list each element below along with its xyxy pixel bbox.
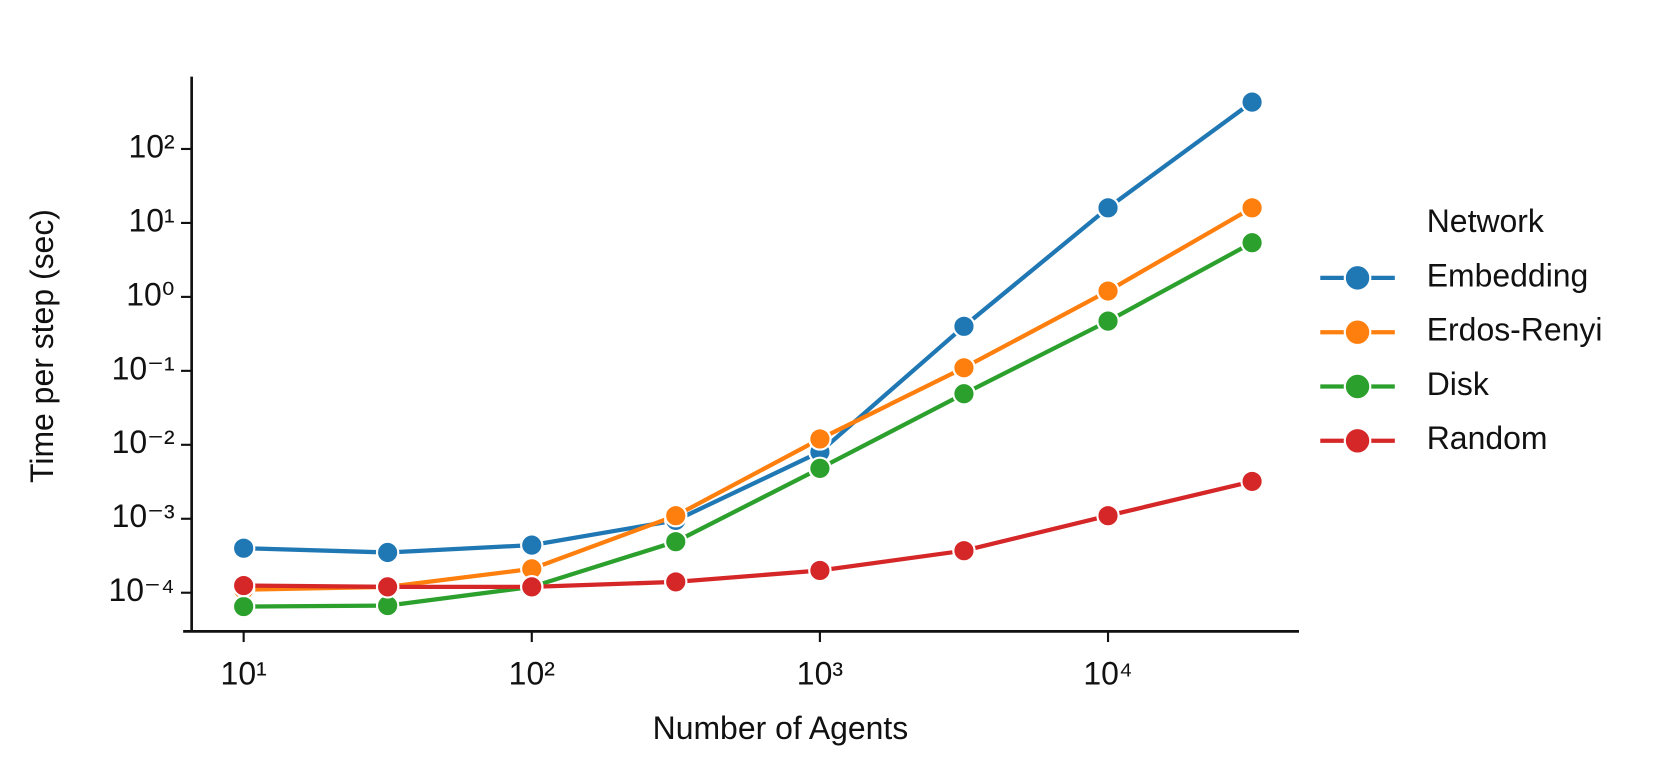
data-point — [1096, 196, 1120, 220]
data-point — [1240, 196, 1264, 220]
legend-label: Disk — [1427, 366, 1490, 402]
legend-marker — [1343, 264, 1372, 292]
data-point — [952, 314, 976, 339]
y-tick-label: 10⁻¹ — [112, 350, 175, 386]
x-axis-label: Number of Agents — [653, 710, 909, 746]
data-point — [1096, 309, 1120, 333]
legend-label: Erdos-Renyi — [1427, 312, 1603, 348]
data-point — [808, 558, 832, 583]
data-point — [952, 538, 976, 563]
data-point — [520, 575, 544, 599]
data-point — [808, 456, 832, 481]
x-tick-label: 10³ — [797, 656, 844, 692]
data-point — [1240, 90, 1264, 114]
y-tick-label: 10⁰ — [126, 276, 174, 312]
legend-label: Random — [1427, 420, 1548, 456]
x-tick-label: 10¹ — [221, 656, 267, 692]
series-line — [243, 100, 1254, 555]
y-axis-label: Time per step (sec) — [24, 209, 60, 483]
data-point — [664, 529, 688, 554]
data-point — [231, 573, 256, 598]
legend-marker — [1343, 372, 1372, 401]
data-point — [231, 594, 256, 619]
data-point — [375, 575, 400, 599]
legend-title: Network — [1427, 203, 1545, 239]
y-tick-label: 10⁻⁴ — [109, 572, 175, 608]
y-tick-label: 10⁻³ — [112, 498, 175, 534]
y-tick-label: 10² — [128, 128, 175, 164]
data-point — [1096, 279, 1120, 303]
data-point — [952, 382, 976, 406]
series-line — [243, 205, 1254, 592]
x-tick-label: 10⁴ — [1083, 656, 1132, 692]
legend-marker — [1343, 318, 1372, 347]
series-line — [243, 479, 1253, 589]
data-point — [1240, 231, 1264, 255]
x-tick-label: 10² — [509, 656, 556, 692]
data-point — [231, 536, 256, 560]
data-point — [375, 540, 400, 565]
data-point — [808, 427, 832, 451]
data-point — [664, 503, 688, 528]
series-line — [243, 240, 1254, 609]
data-point — [1096, 503, 1120, 528]
legend-label: Embedding — [1427, 257, 1589, 293]
legend-marker — [1343, 426, 1372, 455]
y-tick-label: 10¹ — [128, 202, 174, 238]
data-point — [664, 570, 688, 594]
y-tick-label: 10⁻² — [112, 424, 175, 460]
data-point — [952, 356, 976, 380]
data-point — [520, 533, 544, 557]
data-point — [1240, 469, 1264, 494]
